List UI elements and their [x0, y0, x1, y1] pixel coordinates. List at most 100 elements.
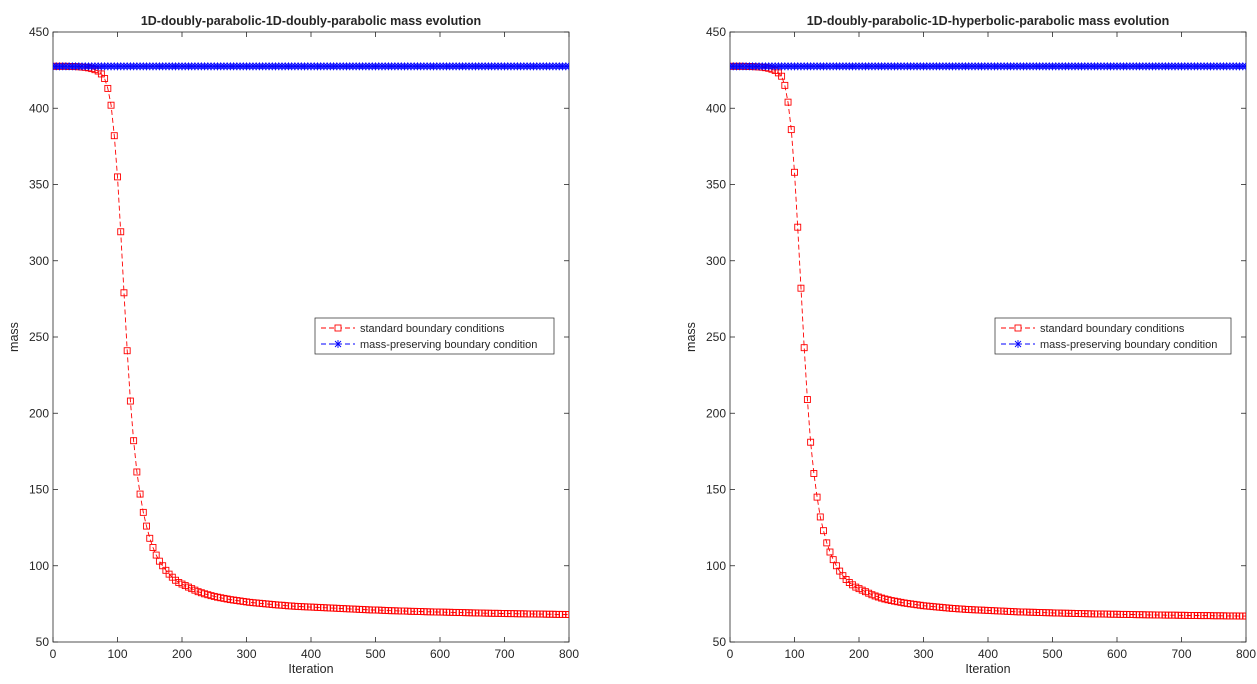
data-point — [117, 228, 125, 236]
data-point — [101, 75, 109, 82]
data-point — [800, 344, 808, 352]
legend-label: standard boundary conditions — [1040, 323, 1185, 335]
data-point — [797, 284, 805, 292]
x-tick-label: 100 — [107, 647, 127, 661]
data-point — [146, 534, 154, 542]
legend-box — [314, 317, 555, 355]
chart-title: 1D-doubly-parabolic-1D-doubly-parabolic … — [141, 14, 481, 28]
y-tick-label: 250 — [29, 330, 49, 344]
data-layer — [730, 62, 1246, 620]
data-layer — [53, 62, 569, 618]
data-point — [810, 470, 818, 477]
data-point — [820, 527, 827, 535]
legend-marker — [1014, 324, 1022, 332]
data-point — [791, 168, 798, 176]
data-point — [787, 126, 795, 134]
data-point — [143, 522, 150, 530]
data-point — [778, 72, 786, 80]
x-tick-label: 600 — [1107, 647, 1127, 661]
legend-entry: mass-preserving boundary condition — [1001, 339, 1217, 351]
data-point — [120, 289, 128, 297]
series-2 — [730, 62, 1246, 71]
x-tick-label: 100 — [784, 647, 804, 661]
legend-entry: standard boundary conditions — [321, 323, 505, 335]
y-tick-label: 450 — [29, 25, 49, 39]
y-tick-label: 400 — [29, 101, 49, 115]
data-point — [803, 396, 811, 403]
y-tick-label: 400 — [706, 101, 726, 115]
legend: standard boundary conditions mass-preserv… — [994, 317, 1232, 355]
x-axis-label: Iteration — [288, 662, 333, 676]
chart-title: 1D-doubly-parabolic-1D-hyperbolic-parabo… — [807, 14, 1170, 28]
y-tick-label: 300 — [706, 254, 726, 268]
y-tick-label: 300 — [29, 254, 49, 268]
x-axis-label: Iteration — [965, 662, 1010, 676]
data-point — [1242, 612, 1246, 620]
data-point — [123, 347, 131, 355]
legend-label: mass-preserving boundary condition — [1040, 339, 1217, 351]
y-tick-label: 200 — [29, 406, 49, 420]
x-tick-label: 700 — [1171, 647, 1191, 661]
data-point — [565, 611, 569, 618]
data-point — [784, 98, 792, 106]
data-point — [107, 101, 115, 109]
data-point — [807, 438, 815, 446]
x-tick-label: 0 — [727, 647, 734, 661]
x-tick-label: 300 — [236, 647, 256, 661]
data-point — [565, 62, 569, 71]
y-tick-label: 150 — [29, 483, 49, 497]
chart-panel-2: 1D-doubly-parabolic-1D-hyperbolic-parabo… — [684, 14, 1256, 676]
x-tick-label: 500 — [1042, 647, 1062, 661]
x-tick-label: 300 — [913, 647, 933, 661]
x-tick-label: 500 — [365, 647, 385, 661]
x-tick-label: 400 — [978, 647, 998, 661]
data-point — [149, 544, 157, 551]
data-point — [133, 468, 141, 476]
data-point — [139, 508, 147, 516]
legend-label: mass-preserving boundary condition — [360, 339, 537, 351]
series-1 — [53, 62, 569, 618]
data-point — [136, 490, 144, 498]
x-tick-label: 700 — [494, 647, 514, 661]
data-point — [110, 132, 118, 140]
data-point — [794, 223, 802, 231]
legend-box — [994, 317, 1232, 355]
legend-entry: standard boundary conditions — [1001, 323, 1185, 335]
legend-label: standard boundary conditions — [360, 323, 505, 335]
data-point — [816, 513, 824, 521]
y-tick-label: 250 — [706, 330, 726, 344]
y-tick-label: 200 — [706, 406, 726, 420]
x-tick-label: 400 — [301, 647, 321, 661]
chart-panel-1: 1D-doubly-parabolic-1D-doubly-parabolic … — [7, 14, 579, 676]
legend-marker — [1014, 340, 1022, 348]
data-point — [104, 84, 112, 92]
y-axis-label: mass — [7, 322, 21, 352]
x-tick-label: 800 — [559, 647, 579, 661]
x-tick-label: 0 — [50, 647, 57, 661]
legend-marker — [334, 324, 342, 332]
data-point — [126, 397, 134, 405]
data-point — [826, 548, 834, 556]
data-point — [823, 539, 831, 547]
legend-marker — [334, 340, 342, 348]
y-tick-label: 350 — [706, 178, 726, 192]
y-tick-label: 50 — [713, 635, 727, 649]
x-tick-label: 200 — [172, 647, 192, 661]
data-point — [1242, 62, 1246, 71]
series-2 — [53, 62, 569, 71]
y-tick-label: 100 — [29, 559, 49, 573]
y-axis-label: mass — [684, 322, 698, 352]
y-tick-label: 350 — [29, 178, 49, 192]
x-tick-label: 800 — [1236, 647, 1256, 661]
legend: standard boundary conditions mass-preserv… — [314, 317, 555, 355]
data-point — [813, 493, 821, 501]
y-tick-label: 450 — [706, 25, 726, 39]
y-tick-label: 50 — [36, 635, 50, 649]
data-point — [781, 81, 789, 89]
legend-entry: mass-preserving boundary condition — [321, 339, 537, 351]
data-point — [114, 173, 121, 181]
x-tick-label: 600 — [430, 647, 450, 661]
data-point — [130, 437, 138, 445]
x-tick-label: 200 — [849, 647, 869, 661]
